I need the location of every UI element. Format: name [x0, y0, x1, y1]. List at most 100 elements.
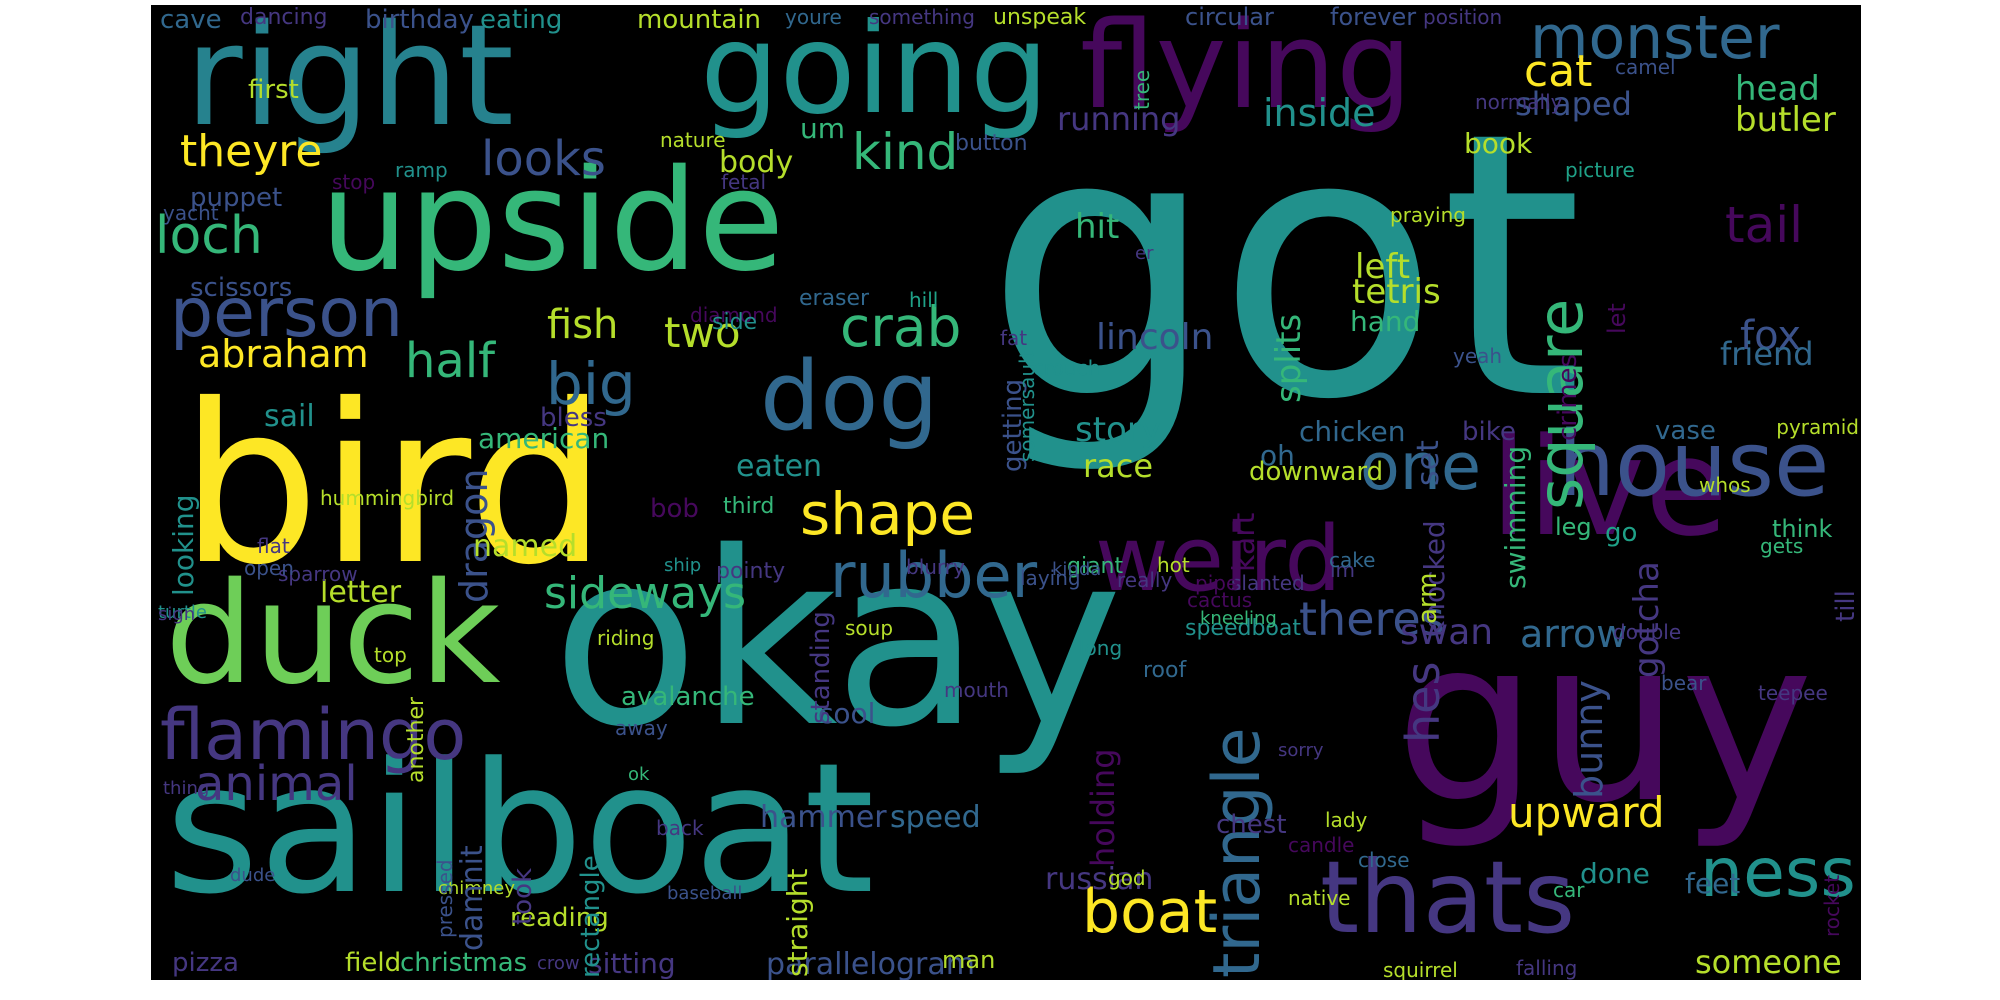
word-ness: ness — [1700, 834, 1856, 913]
word-crimes: crimes — [1553, 353, 1583, 441]
word-bird: bird — [180, 357, 608, 613]
word-half: half — [405, 333, 496, 389]
word-till: till — [1831, 590, 1861, 622]
word-roof: roof — [1143, 658, 1187, 683]
word-cactus: cactus — [1187, 588, 1253, 612]
word-hot: hot — [1157, 553, 1190, 577]
word-picture: picture — [1565, 158, 1635, 182]
word-eraser: eraser — [799, 286, 870, 311]
word-ship: ship — [664, 555, 702, 576]
word-guy: guy — [1395, 591, 1814, 853]
word-christmas: christmas — [400, 948, 528, 978]
word-fat: fat — [1000, 326, 1028, 350]
word-lady: lady — [1325, 808, 1368, 832]
word-sailboat: sailboat — [165, 725, 875, 934]
word-close: close — [1358, 848, 1410, 872]
word-away: away — [615, 716, 668, 740]
word-friend: friend — [1720, 335, 1814, 373]
word-yacht: yacht — [163, 201, 219, 225]
word-boat: boat — [1082, 877, 1218, 947]
word-sorry: sorry — [1278, 740, 1324, 761]
word-camel: camel — [1615, 55, 1676, 79]
word-loch: loch — [155, 206, 263, 266]
word-two: two — [664, 308, 741, 357]
word-head: head — [1735, 69, 1820, 109]
word-arm: arm — [1413, 572, 1443, 625]
word-cool: cool — [818, 697, 876, 730]
word-looking: looking — [167, 494, 200, 596]
word-rubber: rubber — [830, 539, 1038, 612]
word-puppet: puppet — [190, 183, 283, 213]
word-dude: dude — [230, 865, 276, 886]
word-tetris: tetris — [1352, 272, 1441, 312]
word-man: man — [942, 946, 996, 974]
word-go: go — [1605, 518, 1638, 548]
word-kind: kind — [852, 123, 959, 181]
word-pressed: pressed — [433, 859, 457, 938]
word-praying: praying — [1390, 203, 1466, 227]
word-whos: whos — [1699, 473, 1751, 497]
word-okay: okay — [552, 500, 1123, 780]
word-upward: upward — [1508, 788, 1665, 837]
word-unspeak: unspeak — [993, 5, 1087, 30]
word-butler: butler — [1735, 100, 1836, 140]
word-tail: tail — [1725, 196, 1804, 254]
word-giant: giant — [1067, 554, 1124, 579]
word-kart: kart — [1227, 512, 1262, 572]
word-fox: fox — [1740, 313, 1801, 359]
word-swimming: swimming — [1499, 445, 1532, 589]
word-splits: splits — [1269, 313, 1309, 403]
word-soup: soup — [845, 616, 894, 640]
word-chicken: chicken — [1299, 415, 1406, 448]
word-right: right — [185, 5, 514, 158]
word-shaped: shaped — [1515, 85, 1632, 123]
word-hit: hit — [1075, 207, 1120, 247]
word-squirrel: squirrel — [1383, 958, 1458, 980]
word-russian: russian — [1045, 862, 1154, 897]
word-pipe: pipe — [1195, 571, 1239, 595]
word-back: back — [656, 816, 704, 840]
word-standing: standing — [806, 611, 836, 724]
word-theres: theres — [1299, 592, 1445, 646]
word-reading: reading — [510, 903, 609, 933]
word-parallelogram: parallelogram — [766, 947, 975, 980]
word-speed: speed — [890, 800, 981, 835]
word-rectangle: rectangle — [576, 855, 606, 978]
word-theyre: theyre — [180, 126, 323, 177]
word-rocket: rocket — [1820, 874, 1844, 937]
word-youre: youre — [785, 5, 842, 29]
word-thing: thing — [163, 778, 210, 799]
word-circular: circular — [1185, 5, 1274, 31]
word-sideways: sideways — [544, 568, 747, 619]
word-took: took — [508, 867, 538, 925]
word-straight: straight — [781, 868, 814, 977]
word-cake: cake — [1329, 548, 1376, 572]
word-dancing: dancing — [240, 5, 328, 30]
word-bunny: bunny — [1567, 680, 1611, 799]
word-person: person — [170, 274, 404, 353]
word-first: first — [248, 75, 299, 105]
word-oh: oh — [1260, 439, 1295, 472]
word-one: one — [1360, 430, 1481, 505]
word-falling: falling — [1516, 956, 1578, 980]
word-think: think — [1772, 515, 1833, 543]
word-gets: gets — [1760, 534, 1804, 558]
word-named: named — [473, 529, 578, 564]
word-done: done — [1580, 857, 1650, 890]
word-american: american — [478, 422, 610, 455]
word-pyramid: pyramid — [1776, 415, 1859, 439]
word-ramp: ramp — [395, 158, 448, 182]
word-bless: bless — [540, 403, 607, 433]
word-triangle: triangle — [1200, 727, 1275, 978]
word-race: race — [1083, 447, 1154, 485]
word-crouch: crouch — [1033, 356, 1101, 380]
word-another: another — [404, 696, 429, 783]
word-stop: stop — [332, 170, 376, 194]
word-flat: flat — [257, 534, 290, 558]
word-hes: hes — [1396, 661, 1450, 743]
word-native: native — [1288, 886, 1351, 910]
word-open: open — [244, 556, 294, 580]
word-monster: monster — [1530, 5, 1780, 73]
word-third: third — [723, 494, 775, 519]
word-kneeling: kneeling — [1200, 608, 1277, 629]
